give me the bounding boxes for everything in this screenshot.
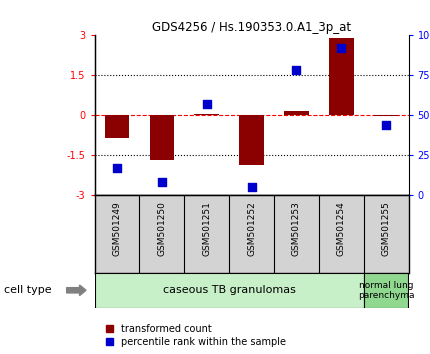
Bar: [239, 115, 264, 165]
Point: [248, 184, 255, 190]
Text: GSM501255: GSM501255: [381, 201, 390, 256]
Legend: transformed count, percentile rank within the sample: transformed count, percentile rank withi…: [104, 322, 288, 349]
Text: cell type: cell type: [4, 285, 52, 295]
Point: [383, 122, 390, 127]
Text: GSM501250: GSM501250: [157, 201, 166, 256]
Bar: [194, 114, 219, 115]
Bar: [104, 115, 129, 138]
Bar: [329, 38, 353, 115]
Text: GSM501252: GSM501252: [247, 201, 256, 256]
Bar: [95, 273, 364, 308]
Text: GSM501253: GSM501253: [292, 201, 301, 256]
Point: [114, 165, 120, 170]
Point: [203, 101, 210, 107]
Text: GSM501254: GSM501254: [337, 201, 346, 256]
Point: [293, 68, 300, 73]
Text: GSM501249: GSM501249: [113, 201, 122, 256]
Bar: [150, 115, 174, 160]
Point: [338, 45, 345, 51]
Point: [158, 179, 165, 185]
Bar: [284, 111, 309, 115]
Text: caseous TB granulomas: caseous TB granulomas: [163, 285, 295, 295]
Bar: [364, 273, 408, 308]
Text: GSM501251: GSM501251: [202, 201, 211, 256]
Title: GDS4256 / Hs.190353.0.A1_3p_at: GDS4256 / Hs.190353.0.A1_3p_at: [152, 21, 351, 34]
Text: normal lung
parenchyma: normal lung parenchyma: [358, 281, 415, 300]
